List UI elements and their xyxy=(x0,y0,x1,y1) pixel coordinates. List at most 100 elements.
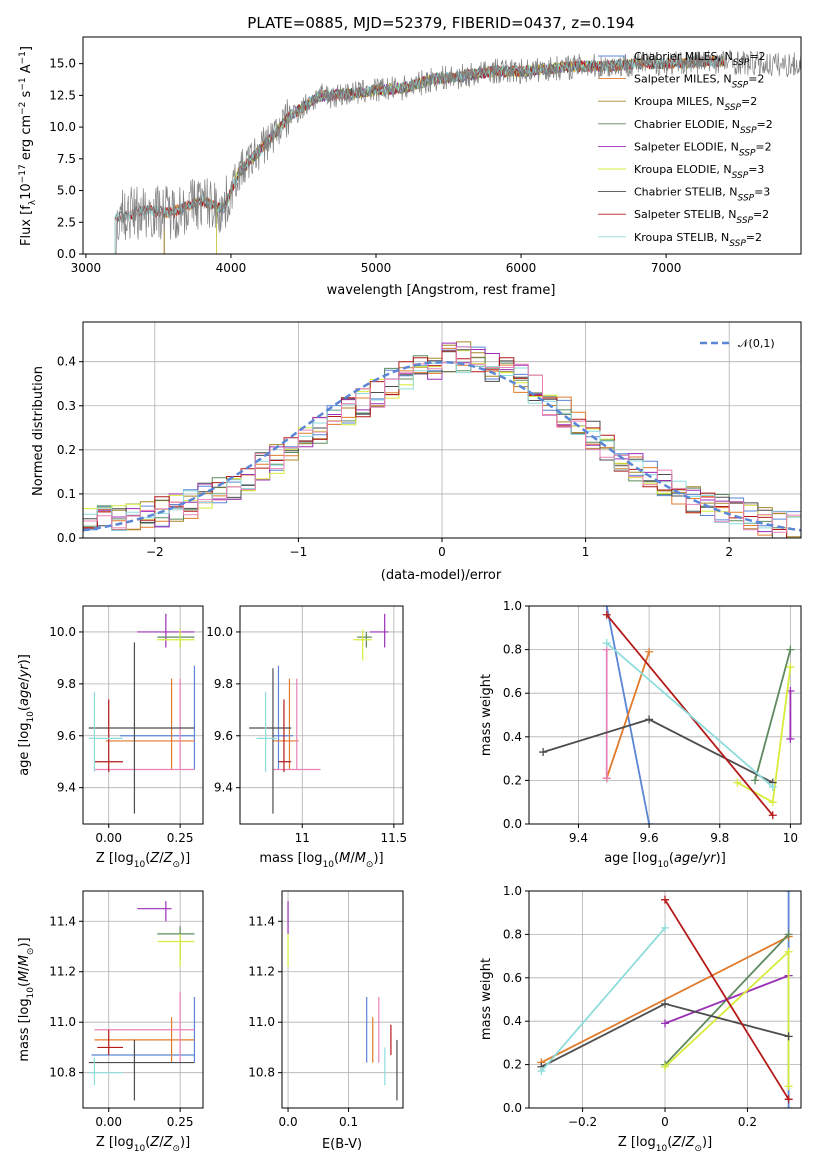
y-tick-label: 9.8 xyxy=(214,677,233,691)
mass-weight-point xyxy=(661,999,669,1008)
y-tick-label: 11.0 xyxy=(248,1015,275,1029)
x-tick-label: −1 xyxy=(290,545,308,559)
mass_vs_Z-frame xyxy=(82,890,204,1109)
ebv-xlabel: E(B-V) xyxy=(322,1137,362,1152)
y-tick-label: 9.8 xyxy=(57,677,76,691)
x-tick-label: 2 xyxy=(725,545,733,559)
mass-weight-point xyxy=(537,1067,546,1076)
y-tick-label: 0.2 xyxy=(57,443,76,457)
massweight_vs_age-xlabel-part: age xyxy=(674,851,698,866)
massweight-age-ylabel: mass weight xyxy=(479,674,494,756)
mass-weight-point xyxy=(645,715,654,724)
age_vs_Z-ylabel-part: ( xyxy=(17,706,32,711)
mass-weight-series-line xyxy=(664,949,790,1087)
legend-label-part: Kroupa MILES, N xyxy=(634,95,724,108)
mass_vs_Z-ylabel: mass [log10(M/M⊙)] xyxy=(17,937,36,1061)
x-tick-label: 0 xyxy=(661,1115,669,1129)
mass_vs_Z-ylabel-part: ⊙ xyxy=(26,948,36,956)
mass-weight-point xyxy=(645,647,654,656)
mass-weight-point xyxy=(784,1104,793,1108)
massweight_vs_age-plot-area xyxy=(539,606,795,824)
mass-weight-series-line xyxy=(754,649,792,781)
y-tick-label: 12.5 xyxy=(49,88,76,102)
age_vs_Z-xlabel-part: 10 xyxy=(134,860,146,870)
legend-label-part: =2 xyxy=(757,118,773,131)
x-tick-label: 0.0 xyxy=(279,1115,298,1129)
age_vs_mass-plot-area xyxy=(249,613,389,814)
y-tick-label: 0.4 xyxy=(503,1014,522,1028)
mass_vs_Z-ylabel-part: mass [log xyxy=(17,998,32,1061)
age_vs_Z-xlabel-part: ⊙ xyxy=(172,860,180,870)
mass-weight-point xyxy=(661,1019,669,1028)
spectrum-ylabel-part: −2 xyxy=(18,102,28,115)
age_vs_mass-xlabel-part: ⊙ xyxy=(366,860,374,870)
massweight_vs_age-xlabel-part: / xyxy=(698,851,703,866)
spectrum-ylabel-part: 10 xyxy=(19,183,34,200)
massweight_vs_Z-xlabel-part: 10 xyxy=(656,1144,668,1154)
legend-label-part: Chabrier STELIB, N xyxy=(634,186,738,199)
legend-label: Salpeter STELIB, NSSP=2 xyxy=(634,208,769,226)
mass_vs_Z-xlabel-part: Z xyxy=(163,1135,174,1150)
y-tick-label: 11.2 xyxy=(49,965,76,979)
age_vs_Z-frame xyxy=(82,605,204,825)
y-tick-label: 11.4 xyxy=(49,914,76,928)
mass_vs_Z-ylabel-part: )] xyxy=(17,937,32,947)
y-tick-label: 10.0 xyxy=(49,120,76,134)
massweight_vs_age-xlabel-part: 10 xyxy=(657,860,669,870)
legend-label-part: Chabrier ELODIE, N xyxy=(634,118,740,131)
legend-label-part: SSP xyxy=(740,126,757,136)
y-tick-label: 0.4 xyxy=(503,730,522,744)
y-tick-label: 15.0 xyxy=(49,57,76,71)
legend-label-part: =2 xyxy=(749,50,765,63)
mass-weight-point xyxy=(661,923,669,932)
massweight_vs_Z-xlabel-part: / xyxy=(681,1135,686,1150)
age_vs_mass-xlabel-part: )] xyxy=(373,851,383,866)
x-tick-label: 9.4 xyxy=(569,831,588,845)
y-tick-label: 10.0 xyxy=(206,625,233,639)
mass-weight-series-line xyxy=(605,651,650,779)
legend-label-part: SSP xyxy=(736,216,753,226)
age_vs_Z-ylabel-part: age xyxy=(17,682,32,706)
mass-weight-series-line xyxy=(606,642,774,788)
y-tick-label: 10.8 xyxy=(49,1066,76,1080)
massweight_vs_age-frame xyxy=(528,605,802,825)
mass-weight-point xyxy=(784,930,793,939)
y-tick-label: 9.4 xyxy=(214,781,233,795)
x-tick-label: 0.1 xyxy=(339,1115,358,1129)
legend-label-part: Salpeter MILES, N xyxy=(634,73,732,86)
age_vs_Z-ylabel-part: / xyxy=(17,677,32,682)
mass_vs_Z-ylabel-part: M xyxy=(17,955,32,966)
age_vs_Z-ylabel-part: 10 xyxy=(26,711,36,723)
y-tick-label: 9.4 xyxy=(57,781,76,795)
age_vs_Z-ylabel-part: age [log xyxy=(17,723,32,776)
legend-label-part: Kroupa STELIB, N xyxy=(634,231,729,244)
spectrum-plot-area xyxy=(114,49,801,254)
mass-weight-point xyxy=(786,734,795,743)
x-tick-label: 0.2 xyxy=(738,1115,757,1129)
legend-label-part: SSP xyxy=(724,103,741,113)
mass-weight-point xyxy=(602,639,611,648)
massweight_vs_Z-xlabel-part: Z [log xyxy=(618,1135,656,1150)
mass_vs_Z-xlabel-part: ⊙ xyxy=(172,1144,180,1154)
y-tick-label: 0.4 xyxy=(57,355,76,369)
mass_vs_Z-ylabel-part: ( xyxy=(17,982,32,987)
residuals-xlabel: (data-model)/error xyxy=(381,568,502,583)
observed-spectrum-line xyxy=(114,49,801,254)
x-tick-label: −2 xyxy=(146,545,164,559)
legend-label-part: SSP xyxy=(738,194,755,204)
legend-label-part: SSP xyxy=(732,171,749,181)
y-tick-label: 0.2 xyxy=(503,1058,522,1072)
age_vs_mass-xlabel-part: 10 xyxy=(323,860,335,870)
y-tick-label: 0.0 xyxy=(57,247,76,261)
mass-weight-series-line xyxy=(664,899,790,1100)
massweight_vs_age-xlabel-part: )] xyxy=(716,851,726,866)
x-tick-label: 5000 xyxy=(361,261,392,275)
spectrum-title: PLATE=0885, MJD=52379, FIBERID=0437, z=0… xyxy=(247,14,634,32)
legend-label: Salpeter MILES, NSSP=2 xyxy=(634,73,764,91)
legend-label-part: =2 xyxy=(753,208,769,221)
x-tick-label: 1 xyxy=(582,545,590,559)
massweight_vs_Z-xlabel-part: ⊙ xyxy=(694,1144,702,1154)
residual-histogram xyxy=(83,346,801,533)
massweight_vs_age-xlabel-part: yr xyxy=(702,851,718,866)
mass-weight-point xyxy=(602,606,611,610)
